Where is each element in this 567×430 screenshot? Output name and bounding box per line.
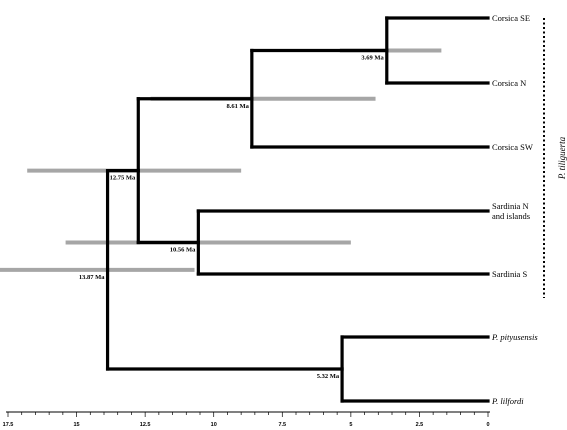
node-label-root: 13.87 Ma [79, 274, 105, 281]
node-label-balearic: 5.32 Ma [317, 373, 340, 380]
tick-label: 15 [74, 422, 80, 428]
tree-branches [105, 16, 490, 403]
tick-label: 17.5 [3, 422, 14, 428]
clade-label: P. tiliguerta [557, 136, 567, 180]
tick-label: 5 [349, 422, 352, 428]
tip-label-corsica_n: Corsica N [492, 78, 526, 88]
node-label-sardinia: 10.56 Ma [170, 247, 196, 254]
clade-annotation: P. tiliguerta [543, 18, 567, 298]
tick-label: 0 [486, 422, 489, 428]
tip-label-lilfordi: P. lilfordi [491, 396, 524, 406]
tip-label-sardinia_s: Sardinia S [492, 269, 527, 279]
tip-label-corsica_sw: Corsica SW [492, 142, 533, 152]
hpd-bars [0, 48, 442, 272]
tip-label-pityusensis: P. pityusensis [491, 332, 538, 342]
time-axis: 17.5 15 12.5 10 7.5 5 2.5 0 [3, 411, 490, 428]
tick-label: 2.5 [416, 422, 424, 428]
tip-label-corsica_se: Corsica SE [492, 13, 530, 23]
node-label-tiliguerta: 12.75 Ma [110, 175, 136, 182]
node-label-corsica: 8.61 Ma [226, 103, 249, 110]
tick-label: 12.5 [140, 422, 151, 428]
tick-label: 10 [211, 422, 217, 428]
node-label-corsica_ne: 3.69 Ma [361, 55, 384, 62]
tick-label: 7.5 [278, 422, 286, 428]
node-age-labels: 13.87 Ma 12.75 Ma 8.61 Ma 3.69 Ma 10.56 Ma 5.… [79, 55, 385, 381]
